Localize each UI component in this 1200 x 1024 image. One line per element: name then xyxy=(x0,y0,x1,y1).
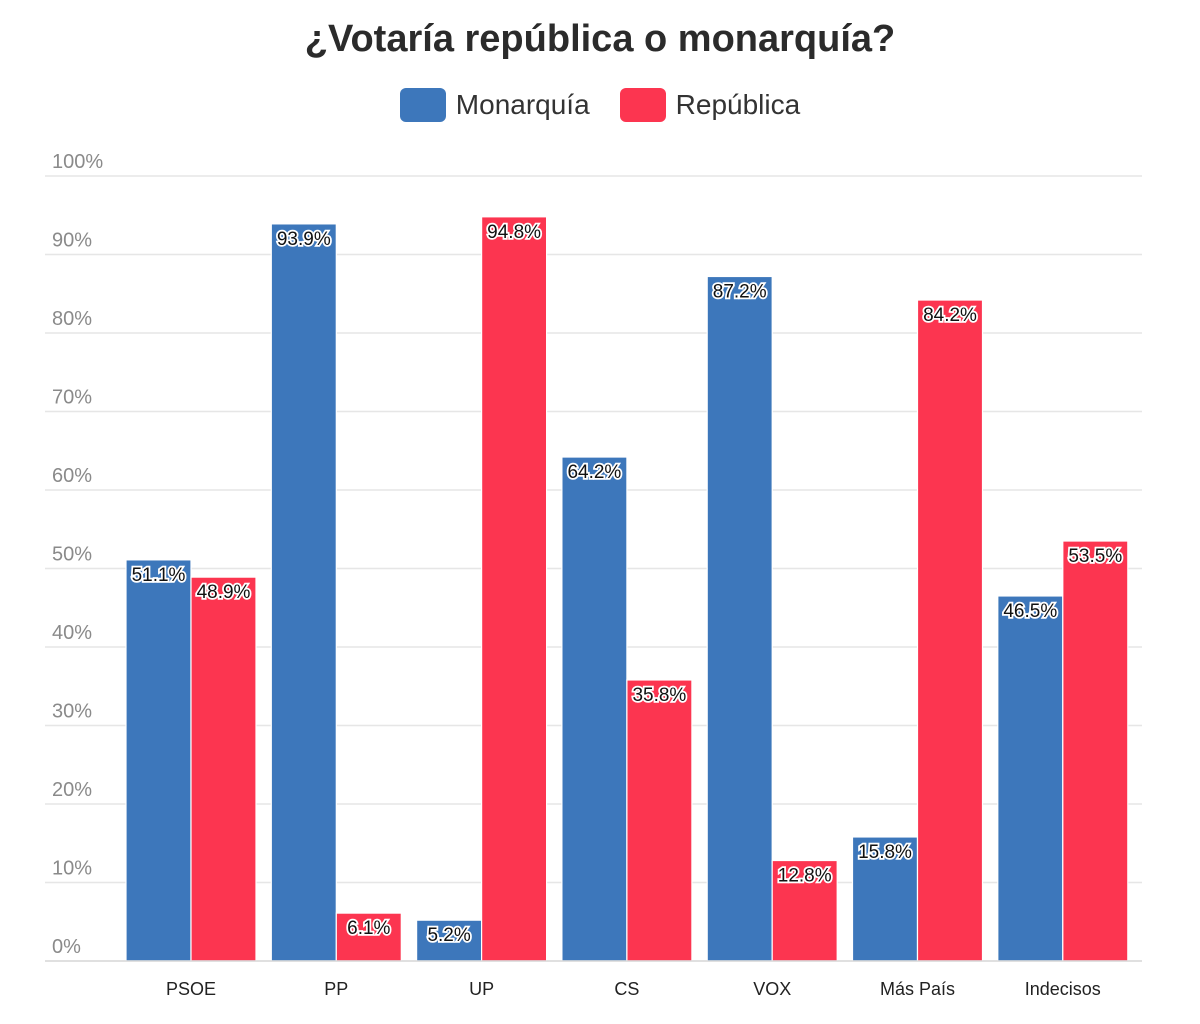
legend-label-monarquia: Monarquía xyxy=(455,89,590,120)
bar-value-label: 46.5% xyxy=(1003,601,1057,622)
legend-item-republica[interactable]: República xyxy=(619,88,801,122)
bar-value-label: 53.5% xyxy=(1068,546,1122,567)
legend-label-republica: República xyxy=(675,89,801,120)
bar xyxy=(916,299,984,962)
bar xyxy=(997,595,1064,962)
chart-title: ¿Votaría república o monarquía? xyxy=(304,18,896,60)
y-tick-label: 10% xyxy=(52,858,92,880)
bar-value-label: 84.2% xyxy=(923,305,977,326)
bar-value-label: 48.9% xyxy=(197,582,251,603)
bar xyxy=(190,576,257,962)
bar xyxy=(561,456,628,962)
y-tick-label: 20% xyxy=(52,779,92,801)
bar xyxy=(416,919,483,962)
bar xyxy=(626,679,693,962)
bar xyxy=(270,223,337,962)
legend-swatch-republica xyxy=(619,88,666,122)
x-tick-label: CS xyxy=(614,979,639,999)
x-tick-label: PP xyxy=(324,979,348,999)
bar-value-label: 35.8% xyxy=(632,685,686,706)
y-tick-label: 50% xyxy=(52,544,92,566)
bar-value-label: 15.8% xyxy=(858,842,912,863)
y-tick-label: 80% xyxy=(52,308,92,330)
bar-value-label: 64.2% xyxy=(567,462,621,483)
bar-value-label: 51.1% xyxy=(132,565,186,586)
bar-value-label: 12.8% xyxy=(778,866,832,887)
x-tick-label: VOX xyxy=(753,979,791,999)
bar-value-label: 87.2% xyxy=(713,281,767,302)
legend-swatch-monarquia xyxy=(399,88,446,122)
bar-value-label: 93.9% xyxy=(277,229,331,250)
legend-item-monarquia[interactable]: Monarquía xyxy=(399,88,590,122)
bar xyxy=(851,836,919,962)
bar xyxy=(1062,540,1129,962)
y-tick-label: 100% xyxy=(52,151,103,173)
x-tick-label: UP xyxy=(469,979,494,999)
x-tick-label: Más País xyxy=(880,979,955,999)
x-tick-label: Indecisos xyxy=(1025,979,1101,999)
y-tick-label: 70% xyxy=(52,387,92,409)
y-tick-label: 90% xyxy=(52,230,92,252)
y-tick-label: 40% xyxy=(52,622,92,644)
bar xyxy=(125,559,192,962)
x-tick-label: PSOE xyxy=(166,979,216,999)
bar xyxy=(481,216,548,962)
legend: Monarquía República xyxy=(0,88,1200,122)
bar-value-label: 6.1% xyxy=(347,918,390,939)
bar-value-label: 5.2% xyxy=(427,925,470,946)
y-tick-label: 60% xyxy=(52,465,92,487)
bar-value-label: 94.8% xyxy=(487,222,541,243)
y-tick-label: 30% xyxy=(52,701,92,723)
y-tick-label: 0% xyxy=(52,936,81,958)
bar xyxy=(706,275,773,962)
